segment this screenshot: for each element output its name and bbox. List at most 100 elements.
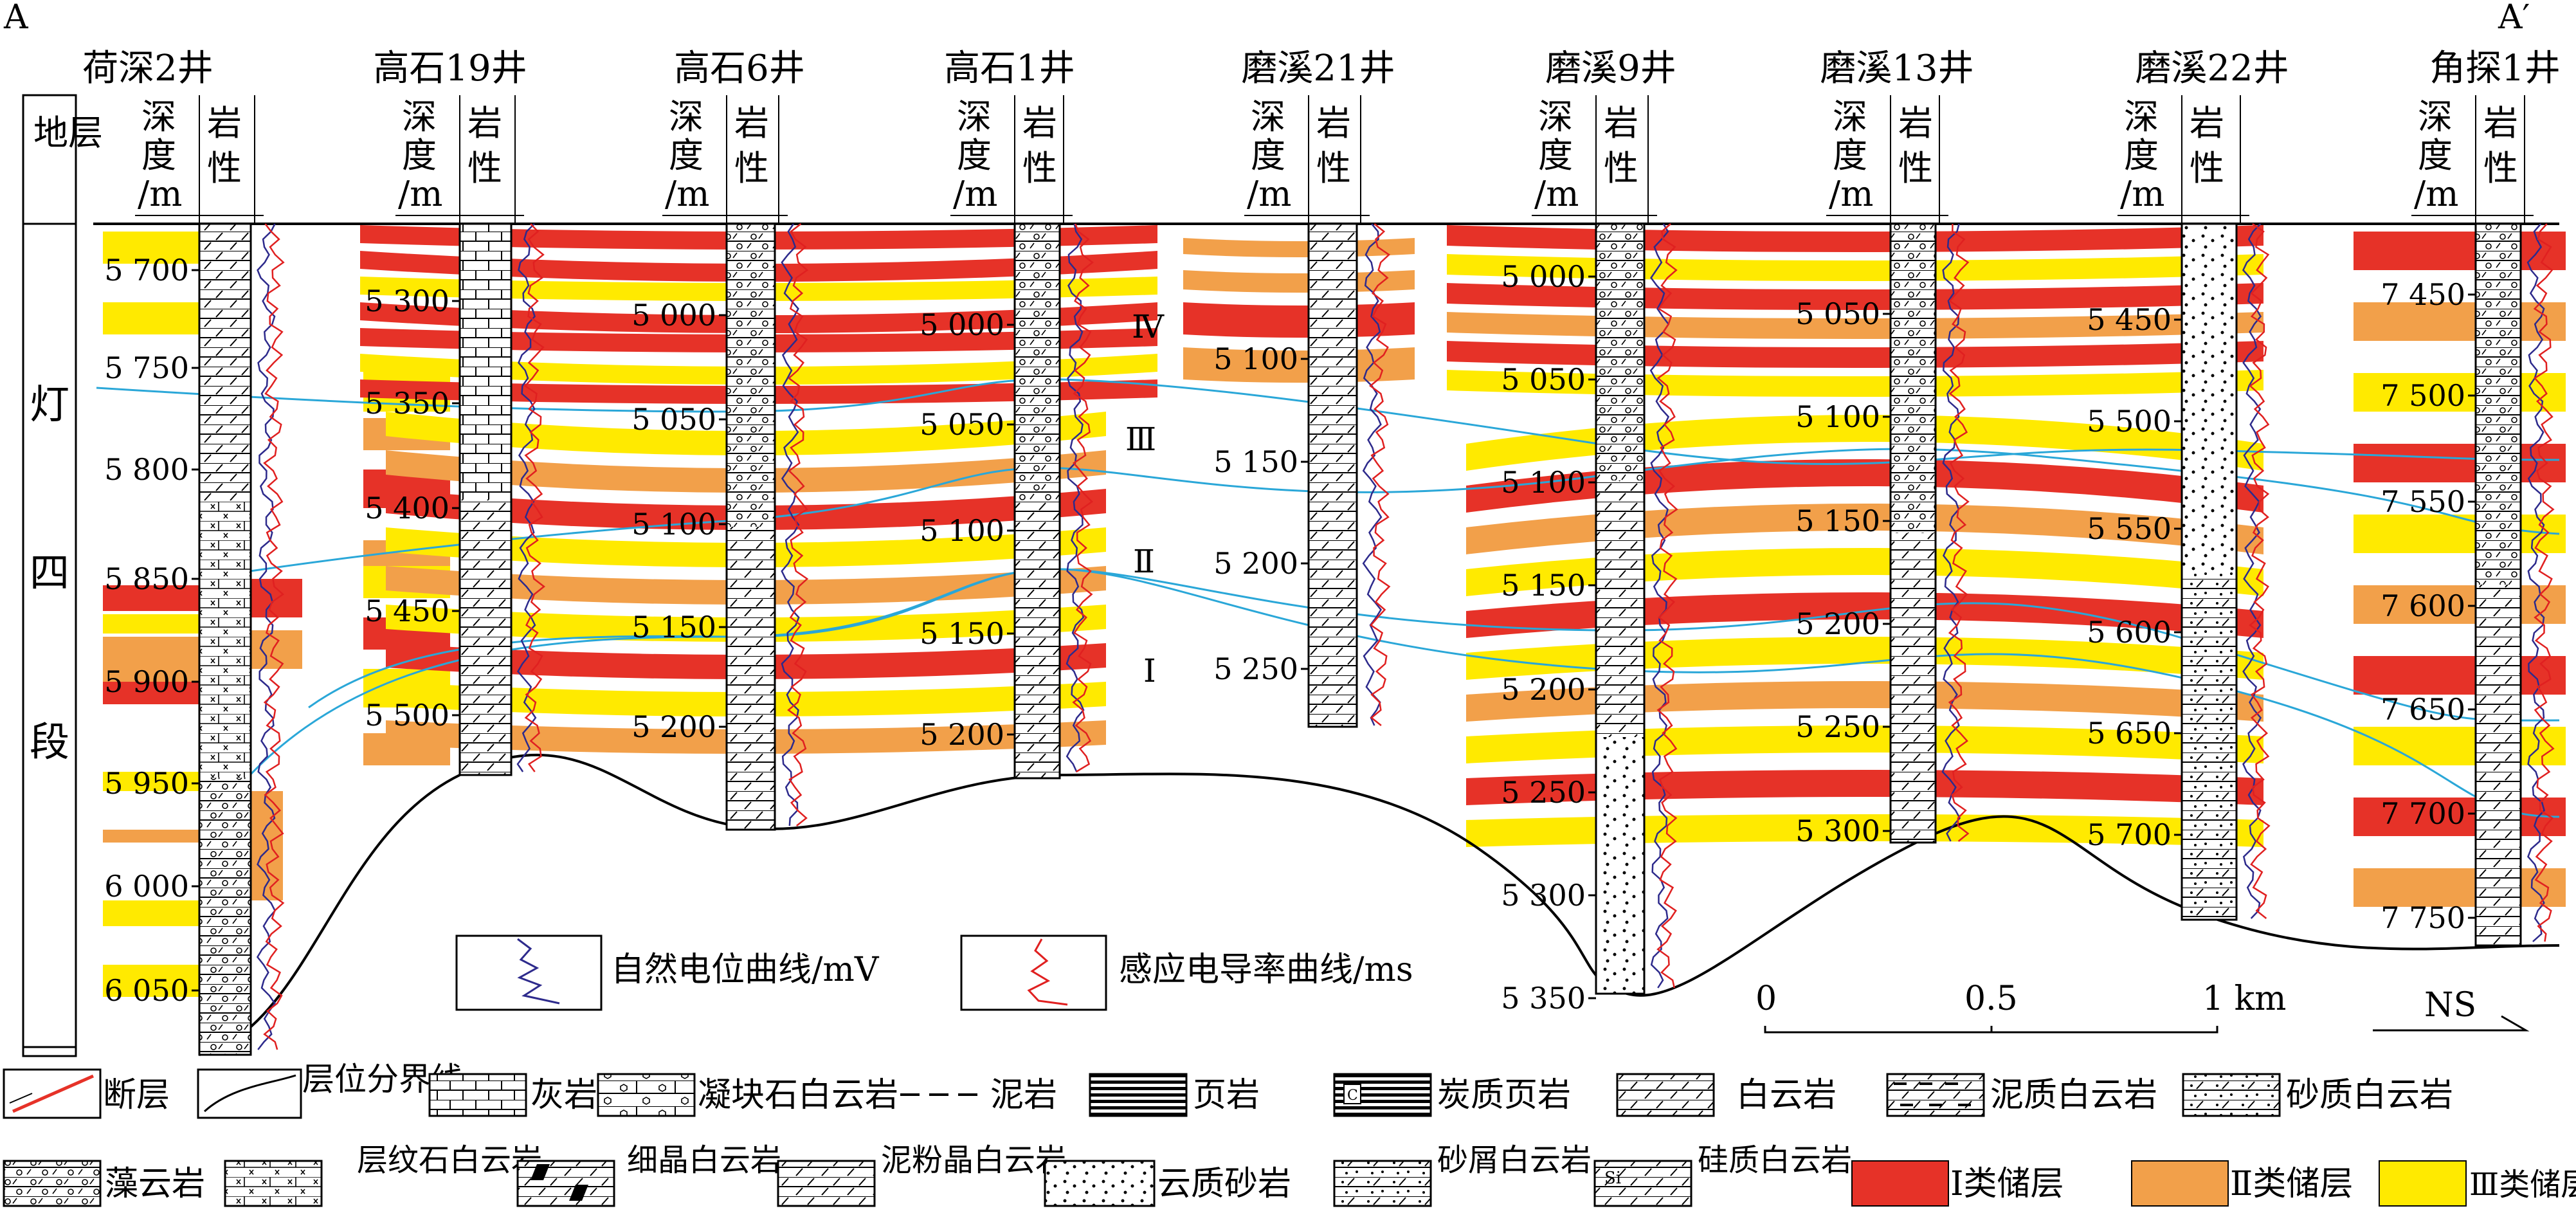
depth-header: 度 [669, 135, 703, 176]
curve-legend: 自然电位曲线/mV 感应电导率曲线/ms [455, 935, 1413, 1011]
depth-header-unit: /m [2120, 174, 2164, 214]
reservoir-lens [1466, 548, 2263, 596]
reservoir-lens [1447, 341, 2263, 368]
reservoir-lens [1447, 254, 2263, 281]
depth-header-unit: /m [398, 174, 442, 214]
legend-siliceous-dolomite: Si 硅质白云岩 [1593, 1142, 1852, 1207]
reservoir-strip [103, 830, 199, 843]
reservoir-strip [103, 965, 199, 997]
lithology-interval [199, 500, 251, 778]
lithology-interval [1596, 480, 1644, 737]
sp-log-curve [1362, 223, 1383, 726]
scale-bar: 0 0.5 1 km NS [1755, 980, 2530, 1034]
svg-text:砂屑白云岩: 砂屑白云岩 [1437, 1142, 1592, 1178]
depth-label: 6 050 [104, 973, 189, 1008]
depth-label: 7 650 [2381, 692, 2465, 727]
reservoir-strip [103, 637, 199, 682]
depth-label: 5 400 [365, 491, 449, 525]
conductivity-log-curve [2249, 223, 2271, 919]
lithology-interval [460, 499, 511, 775]
depth-label: 5 000 [1501, 259, 1586, 294]
horizon-boundary [96, 378, 2560, 465]
reservoir-lens [1447, 283, 2263, 310]
reservoir-strip [103, 900, 199, 926]
depth-label: 7 550 [2381, 484, 2465, 519]
depth-header: 深 [2418, 96, 2453, 137]
depth-header: 深 [1538, 96, 1573, 137]
depth-header-unit: /m [1247, 174, 1291, 214]
lithology-header: 性 [734, 148, 769, 188]
depth-label: 5 650 [2087, 716, 2172, 751]
scale-label-0: 0 [1755, 980, 1777, 1018]
legend-dolomite: 白云岩 [1616, 1073, 1837, 1117]
legend-silty-dolomite: 泥粉晶白云岩 [777, 1142, 1066, 1207]
depth-header-unit: /m [1534, 174, 1579, 214]
svg-text:Ⅱ类储层: Ⅱ类储层 [2230, 1165, 2353, 1203]
depth-label: 5 950 [104, 766, 189, 801]
depth-header: 深 [402, 96, 437, 137]
legend-argillaceous-dolomite: 泥质白云岩 [1886, 1073, 2157, 1117]
reservoir-strip [103, 772, 199, 791]
lithology-header: 岩 [467, 103, 502, 143]
reservoir-lens [1466, 637, 2263, 680]
reservoir-lens [1466, 814, 2263, 847]
lithology-interval [1309, 224, 1357, 727]
lithology-header: 性 [1022, 148, 1057, 188]
svg-text:硅质白云岩: 硅质白云岩 [1698, 1142, 1852, 1178]
reservoir-strip [103, 232, 199, 264]
lithology-header: 性 [1316, 148, 1351, 188]
direction-arrow [2373, 1015, 2530, 1032]
depth-header: 度 [1251, 135, 1285, 176]
direction-label: NS [2424, 986, 2476, 1025]
depth-label: 5 000 [631, 298, 716, 333]
svg-text:泥岩: 泥岩 [990, 1076, 1057, 1115]
depth-label: 5 800 [104, 452, 189, 487]
reservoir-lens [1466, 770, 2263, 805]
reservoir-lens [1466, 459, 2263, 513]
stratum-header: 地层 [33, 113, 103, 153]
unit-char-3: 段 [30, 718, 69, 765]
depth-header-unit: /m [138, 174, 182, 214]
svg-text:炭质页岩: 炭质页岩 [1437, 1076, 1571, 1115]
legend-dolomitic-sandstone: 云质砂岩 [1044, 1160, 1291, 1207]
svg-text:泥粉晶白云岩: 泥粉晶白云岩 [881, 1142, 1066, 1178]
depth-label: 5 200 [920, 717, 1004, 752]
depth-label: 5 700 [104, 253, 189, 287]
depth-label: 7 700 [2381, 796, 2465, 831]
depth-header-unit: /m [953, 174, 997, 214]
depth-label: 7 600 [2381, 588, 2465, 623]
well-name: 磨溪13井 [1820, 48, 1973, 89]
horizon-label-i: Ⅰ [1143, 652, 1156, 689]
unit-char-1: 灯 [30, 381, 69, 428]
lithology-interval [1891, 533, 1936, 843]
conductivity-log-curve [1072, 223, 1094, 773]
depth-header-unit: /m [665, 174, 709, 214]
legend-class3-reservoir: Ⅲ类储层 [2379, 1160, 2576, 1207]
depth-label: 7 450 [2381, 277, 2465, 312]
sp-log-curve [2242, 223, 2262, 919]
depth-label: 7 500 [2381, 378, 2465, 413]
well-name: 磨溪22井 [2135, 48, 2289, 89]
reservoir-lens [2354, 232, 2566, 270]
depth-header: 度 [2418, 135, 2453, 176]
reservoir-lens [251, 630, 302, 669]
depth-label: 7 750 [2381, 900, 2465, 935]
depth-label: 5 150 [1213, 444, 1298, 479]
well-name: 荷深2井 [82, 48, 213, 89]
depth-header: 度 [957, 135, 992, 176]
well-name: 磨溪21井 [1241, 48, 1395, 89]
sp-log-curve [516, 223, 537, 772]
depth-header: 深 [669, 96, 703, 137]
conductivity-log-curve [1369, 223, 1391, 726]
well-name: 高石6井 [674, 48, 805, 89]
svg-text:Si: Si [1604, 1169, 1621, 1188]
reservoir-lens [1447, 312, 2263, 339]
legend-shale: 页岩 [1089, 1073, 1260, 1117]
svg-text:Ⅲ类储层: Ⅲ类储层 [2469, 1167, 2576, 1203]
legend-fine-dolomite: 细晶白云岩 [516, 1142, 781, 1207]
svg-text:泥质白云岩: 泥质白云岩 [1990, 1076, 2157, 1115]
legend-class2-reservoir: Ⅱ类储层 [2131, 1160, 2353, 1207]
lithology-interval [1015, 501, 1060, 778]
